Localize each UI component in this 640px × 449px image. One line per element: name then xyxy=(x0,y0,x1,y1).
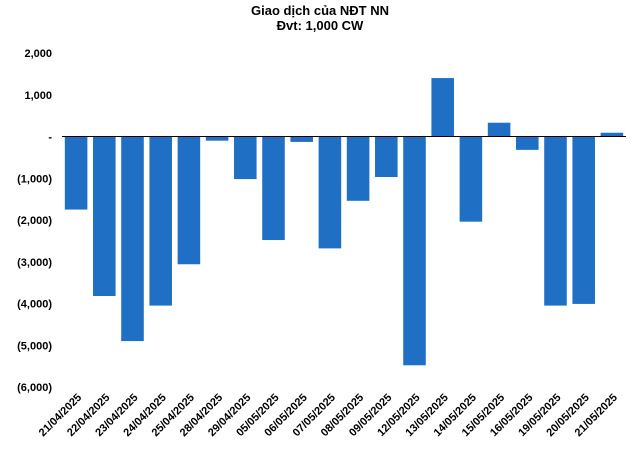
chart-title: Giao dịch của NĐT NN xyxy=(251,3,389,18)
y-tick-label: (5,000) xyxy=(17,340,52,352)
chart-subtitle: Đvt: 1,000 CW xyxy=(277,18,364,33)
y-axis-ticks: 2,000 1,000 - (1,000) (2,000) (3,000) (4,000) (… xyxy=(17,48,52,394)
bar xyxy=(459,136,483,222)
bar xyxy=(205,136,229,141)
bar xyxy=(487,122,511,137)
y-tick-label: 1,000 xyxy=(24,90,52,102)
bar xyxy=(290,136,313,142)
bar xyxy=(544,136,567,306)
bar xyxy=(149,136,172,306)
bar xyxy=(64,136,88,210)
bar xyxy=(121,136,144,342)
y-tick-label: (4,000) xyxy=(17,299,52,311)
bar xyxy=(375,136,398,177)
y-tick-label: - xyxy=(48,132,52,144)
bar xyxy=(93,136,116,296)
bar xyxy=(600,132,624,137)
bar xyxy=(262,136,285,241)
bar xyxy=(234,136,257,180)
bar xyxy=(572,136,595,304)
bar xyxy=(516,136,539,150)
bars xyxy=(64,78,624,366)
bar xyxy=(346,136,370,201)
bar xyxy=(318,136,342,249)
y-tick-label: (6,000) xyxy=(17,382,52,394)
bar xyxy=(431,78,454,137)
y-tick-label: (1,000) xyxy=(17,173,52,185)
bar xyxy=(403,136,426,366)
x-axis-ticks: 21/04/202522/04/202523/04/202524/04/2025… xyxy=(37,392,620,439)
bar xyxy=(177,136,201,265)
y-tick-label: 2,000 xyxy=(24,48,52,60)
y-tick-label: (2,000) xyxy=(17,215,52,227)
y-tick-label: (3,000) xyxy=(17,257,52,269)
